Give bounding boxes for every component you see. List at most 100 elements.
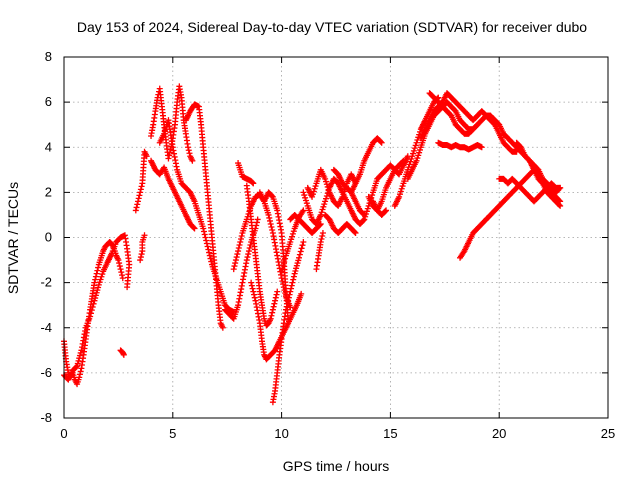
data-point	[269, 192, 276, 199]
data-point	[322, 178, 329, 185]
data-point	[137, 254, 144, 261]
data-point	[134, 198, 141, 205]
data-point	[254, 216, 261, 223]
data-point	[413, 157, 420, 164]
data-point	[272, 297, 279, 304]
data-point	[133, 204, 140, 211]
data-point	[288, 282, 295, 289]
data-point	[92, 276, 99, 283]
data-point	[136, 192, 143, 199]
data-point	[274, 288, 281, 295]
data-point	[407, 158, 414, 165]
data-point	[415, 152, 422, 159]
data-point	[191, 225, 198, 232]
data-point	[235, 245, 242, 252]
data-point	[322, 175, 329, 182]
data-point	[134, 201, 141, 208]
data-point	[118, 269, 125, 276]
data-point	[246, 208, 253, 215]
data-point	[249, 285, 256, 292]
data-point	[266, 214, 273, 221]
x-tick-label: 20	[492, 426, 506, 441]
data-point	[248, 282, 255, 289]
data-point	[310, 188, 317, 195]
data-point	[361, 211, 368, 218]
data-point	[253, 219, 260, 226]
data-point	[317, 239, 324, 246]
data-point	[320, 203, 327, 210]
data-point	[290, 228, 297, 235]
data-point	[290, 273, 297, 280]
data-point	[269, 306, 276, 313]
data-point	[341, 188, 348, 195]
data-point	[272, 294, 279, 301]
data-point	[298, 290, 305, 297]
y-tick-label: -2	[40, 275, 52, 290]
data-point	[76, 371, 83, 378]
data-point	[206, 252, 213, 259]
y-tick-label: -6	[40, 365, 52, 380]
data-point	[190, 224, 197, 231]
data-point	[270, 303, 277, 310]
data-point	[288, 285, 295, 292]
data-point	[166, 152, 173, 159]
data-point	[251, 294, 258, 301]
data-point	[289, 230, 296, 237]
data-point	[363, 208, 370, 215]
data-point	[319, 229, 326, 236]
data-point	[204, 243, 211, 250]
data-point	[99, 271, 106, 278]
data-point	[203, 237, 210, 244]
data-point	[405, 164, 412, 171]
data-point	[247, 242, 254, 249]
data-point	[360, 211, 367, 218]
y-tick-label: 6	[45, 94, 52, 109]
data-point	[237, 236, 244, 243]
data-point	[290, 276, 297, 283]
data-point	[137, 186, 144, 193]
data-point	[189, 157, 196, 164]
data-point	[287, 288, 294, 295]
data-point	[282, 306, 289, 313]
data-point	[397, 188, 404, 195]
data-point	[205, 246, 212, 253]
data-point	[119, 272, 126, 279]
data-point	[296, 251, 303, 258]
data-point	[414, 155, 421, 162]
data-point	[318, 236, 325, 243]
data-point	[300, 239, 307, 246]
data-point	[302, 194, 309, 201]
data-point	[339, 193, 346, 200]
data-point	[352, 229, 359, 236]
data-point	[301, 192, 308, 199]
data-point	[137, 189, 144, 196]
data-point	[77, 368, 84, 375]
data-point	[92, 273, 99, 280]
data-point	[309, 193, 316, 200]
data-point	[311, 185, 318, 192]
data-point	[232, 257, 239, 264]
data-point	[557, 184, 564, 191]
data-point	[556, 202, 563, 209]
data-point	[201, 231, 208, 238]
data-point	[233, 254, 240, 261]
data-point	[322, 198, 329, 205]
data-point	[360, 217, 367, 224]
data-point	[200, 225, 207, 232]
data-point	[406, 161, 413, 168]
data-point	[297, 248, 304, 255]
data-point	[351, 229, 358, 236]
data-point	[91, 279, 98, 286]
data-point	[73, 364, 80, 371]
data-point	[96, 279, 103, 286]
data-point	[296, 254, 303, 261]
x-axis-label: GPS time / hours	[283, 458, 390, 474]
data-point	[249, 179, 256, 186]
data-point	[302, 197, 309, 204]
data-point	[236, 242, 243, 249]
data-point	[322, 195, 329, 202]
data-point	[318, 209, 325, 216]
data-point	[245, 211, 252, 218]
data-point	[247, 205, 254, 212]
data-point	[116, 263, 123, 270]
